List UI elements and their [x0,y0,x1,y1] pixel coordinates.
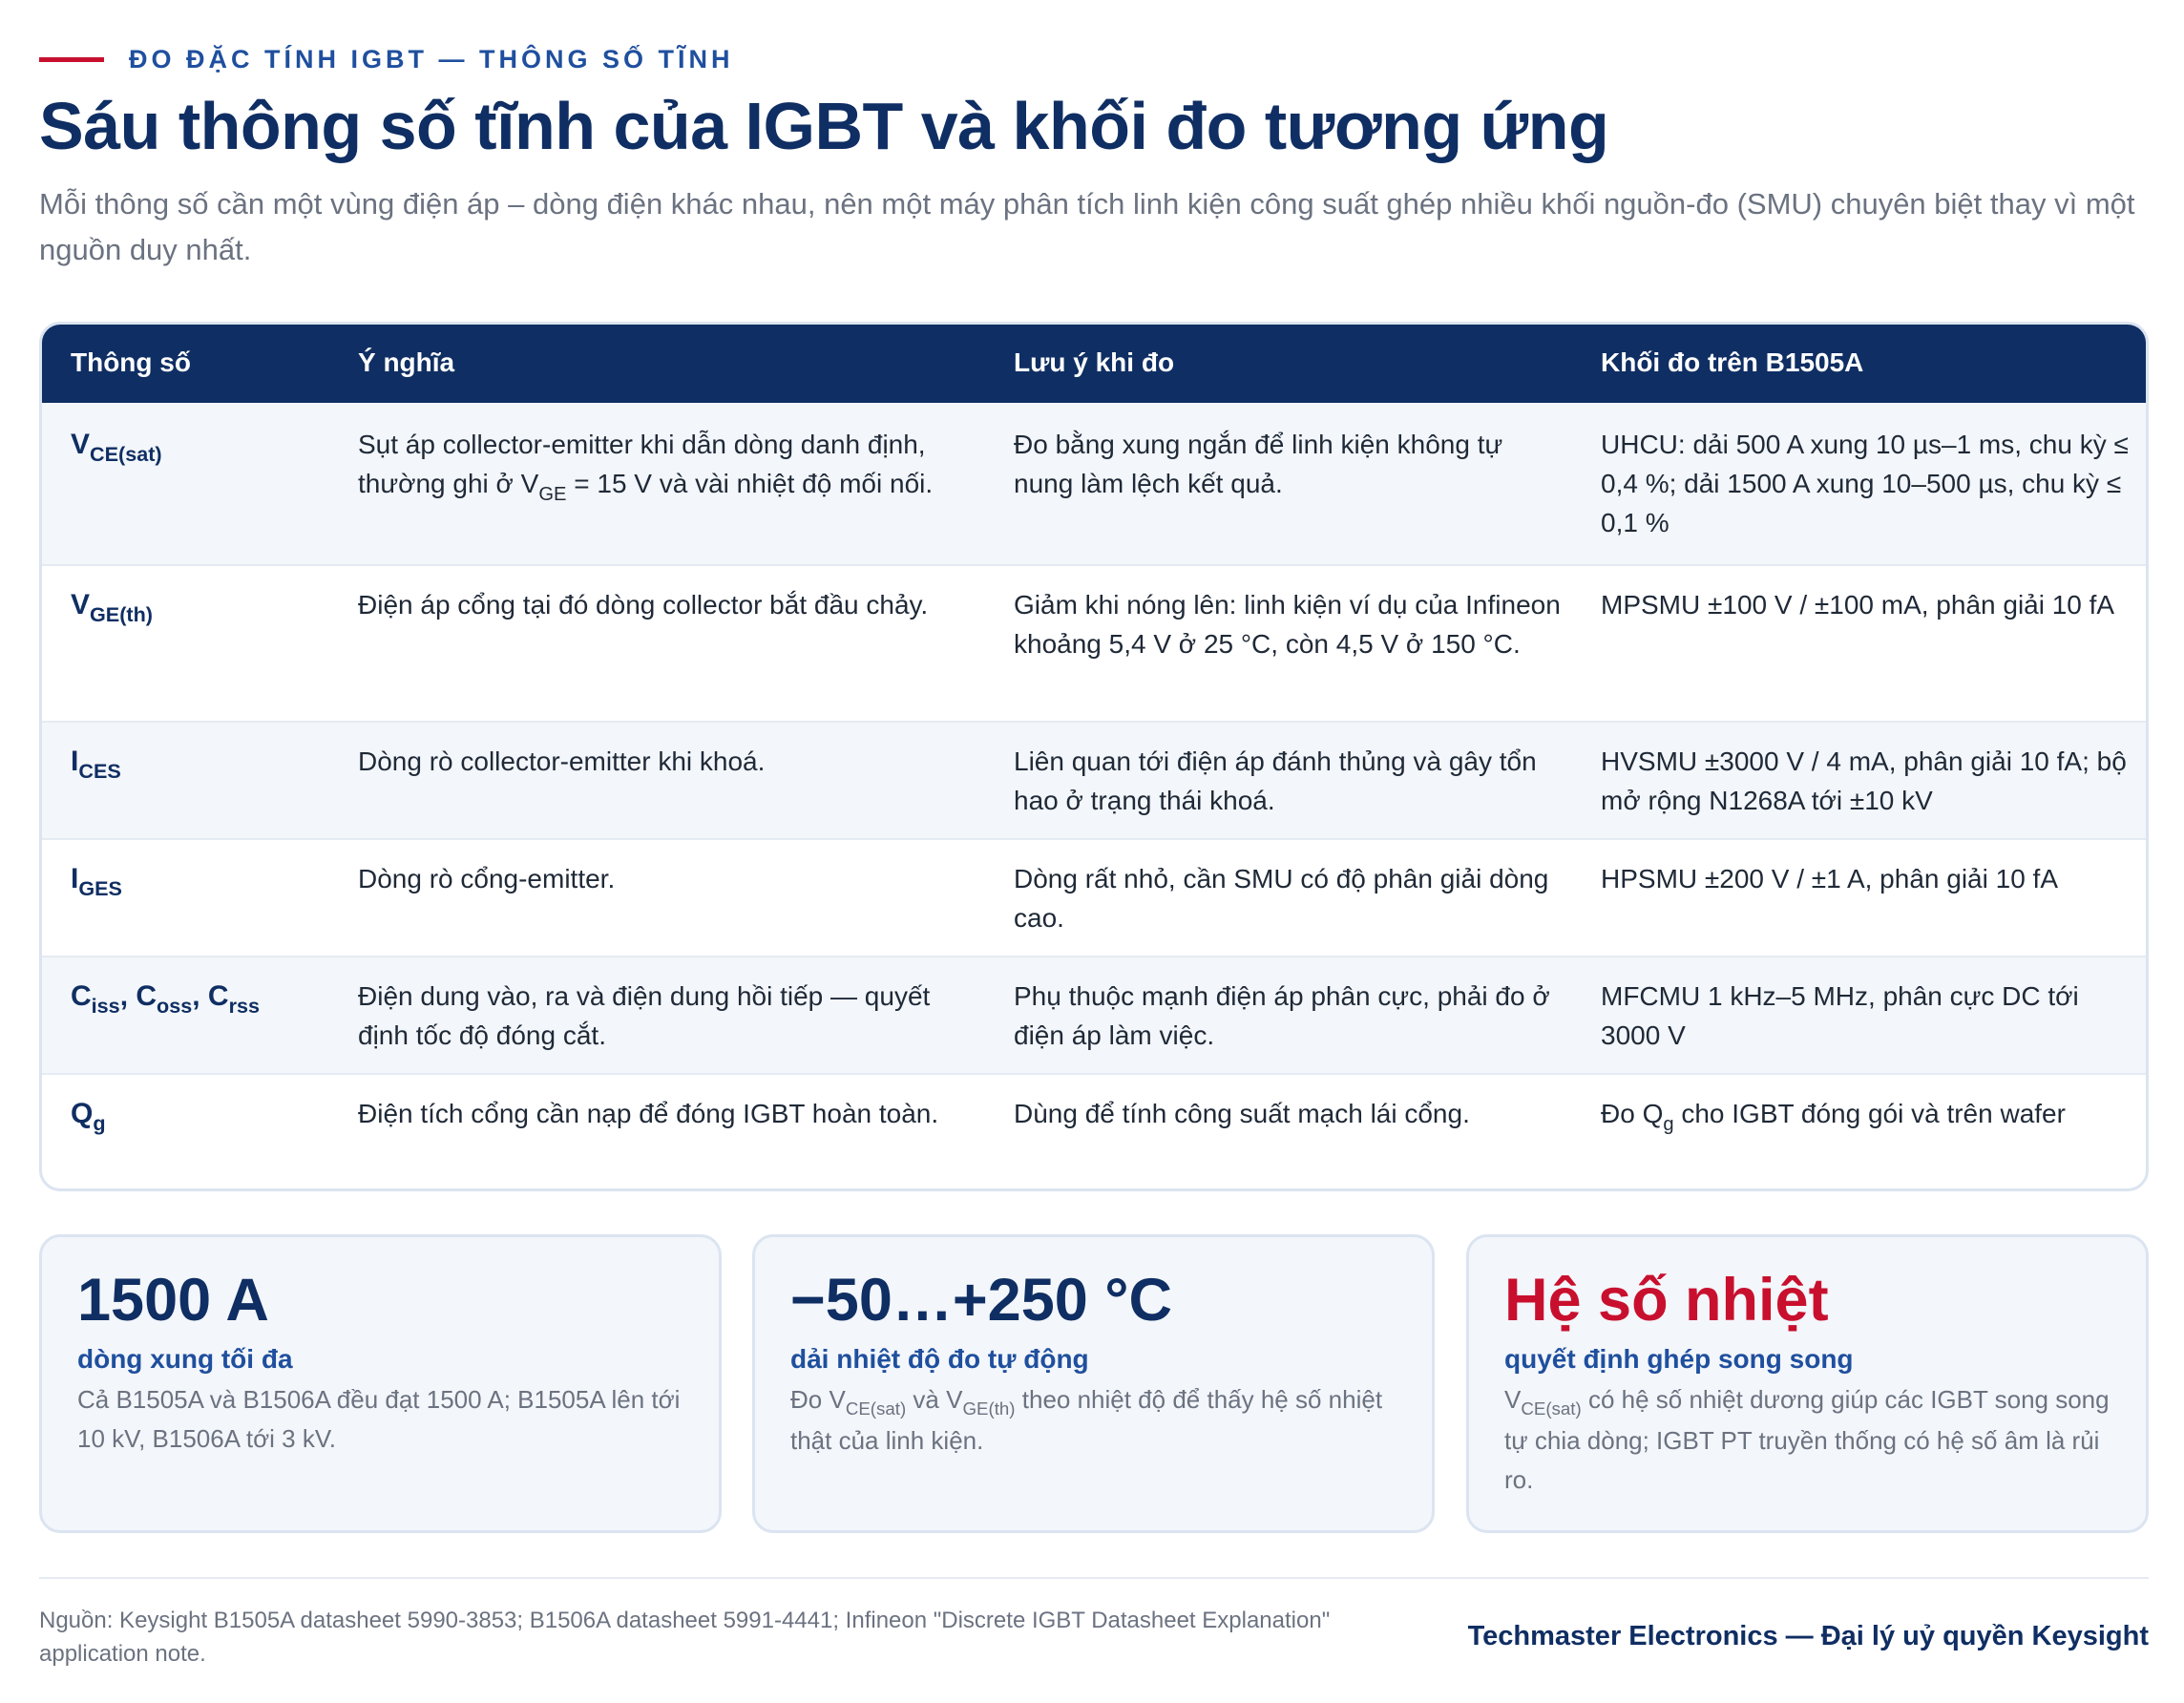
meaning-cell: Dòng rò cổng-emitter. [358,864,616,894]
table-row: VGE(th) Điện áp cổng tại đó dòng collect… [42,566,2146,723]
stat-card-pulse-current: 1500 A dòng xung tối đa Cả B1505A và B15… [39,1234,722,1533]
param-cell: Qg [71,1098,106,1136]
stat-label: dòng xung tối đa [77,1344,293,1374]
unit-cell: HVSMU ±3000 V / 4 mA, phân giải 10 fA; b… [1601,746,2127,815]
header-unit: Khối đo trên B1505A [1601,347,1864,377]
stat-value: −50…+250 °C [790,1267,1172,1334]
unit-cell: MPSMU ±100 V / ±100 mA, phân giải 10 fA [1601,590,2115,620]
note-cell: Dòng rất nhỏ, cần SMU có độ phân giải dò… [1014,864,1549,933]
table-row: VCE(sat) Sụt áp collector-emitter khi dẫ… [42,403,2146,566]
note-cell: Đo bằng xung ngắn để linh kiện không tự … [1014,430,1503,498]
header-parameter: Thông số [71,347,191,377]
page-subtitle: Mỗi thông số cần một vùng điện áp – dòng… [39,187,2135,266]
meaning-cell: Điện tích cổng cần nạp để đóng IGBT hoàn… [358,1099,939,1128]
table-row: IGES Dòng rò cổng-emitter. Dòng rất nhỏ,… [42,840,2146,957]
meaning-cell: Điện dung vào, ra và điện dung hồi tiếp … [358,981,931,1050]
param-cell: ICES [71,746,121,784]
unit-cell: UHCU: dải 500 A xung 10 µs–1 ms, chu kỳ … [1601,430,2129,537]
stat-value: 1500 A [77,1267,269,1334]
footer-divider [39,1577,2149,1579]
stat-card-temperature-range: −50…+250 °C dải nhiệt độ đo tự động Đo V… [752,1234,1435,1533]
note-cell: Dùng để tính công suất mạch lái cổng. [1014,1099,1470,1128]
brand-credit: Techmaster Electronics — Đại lý uỷ quyền… [1467,1621,2149,1651]
table-row: Qg Điện tích cổng cần nạp để đóng IGBT h… [42,1075,2146,1188]
page: ĐO ĐẶC TÍNH IGBT — THÔNG SỐ TĨNH Sáu thô… [39,0,2149,1703]
param-cell: IGES [71,863,122,901]
meaning-cell: Điện áp cổng tại đó dòng collector bắt đ… [358,590,929,620]
unit-cell: MFCMU 1 kHz–5 MHz, phân cực DC tới 3000 … [1601,981,2079,1050]
table-row: ICES Dòng rò collector-emitter khi khoá.… [42,723,2146,840]
kicker: ĐO ĐẶC TÍNH IGBT — THÔNG SỐ TĨNH [39,42,734,76]
header-meaning: Ý nghĩa [358,347,455,377]
note-cell: Giảm khi nóng lên: linh kiện ví dụ của I… [1014,590,1561,659]
note-cell: Liên quan tới điện áp đánh thủng và gây … [1014,746,1537,815]
kicker-accent-line [39,56,104,62]
table-row: Ciss, Coss, Crss Điện dung vào, ra và đi… [42,957,2146,1075]
unit-cell: Đo Qg cho IGBT đóng gói và trên wafer [1601,1099,2066,1135]
kicker-text: ĐO ĐẶC TÍNH IGBT — THÔNG SỐ TĨNH [129,44,734,74]
note-cell: Phụ thuộc mạnh điện áp phân cực, phải đo… [1014,981,1550,1050]
parameters-table: Thông số Ý nghĩa Lưu ý khi đo Khối đo tr… [39,322,2149,1191]
param-cell: VGE(th) [71,589,153,627]
stat-description: Đo VCE(sat) và VGE(th) theo nhiệt độ để … [790,1385,1383,1455]
stat-description: VCE(sat) có hệ số nhiệt dương giúp các I… [1504,1385,2110,1494]
stat-card-temperature-coefficient: Hệ số nhiệt quyết định ghép song song VC… [1466,1234,2149,1533]
source-note: Nguồn: Keysight B1505A datasheet 5990-38… [39,1608,1331,1667]
stat-label: dải nhiệt độ đo tự động [790,1344,1089,1374]
header-note: Lưu ý khi đo [1014,347,1175,377]
stat-value: Hệ số nhiệt [1504,1267,1829,1334]
page-title: Sáu thông số tĩnh của IGBT và khối đo tư… [39,89,1609,163]
stat-label: quyết định ghép song song [1504,1344,1854,1374]
meaning-cell: Sụt áp collector-emitter khi dẫn dòng da… [358,430,934,505]
stat-description: Cả B1505A và B1506A đều đạt 1500 A; B150… [77,1385,681,1453]
param-cell: VCE(sat) [71,429,162,467]
meaning-cell: Dòng rò collector-emitter khi khoá. [358,746,766,776]
unit-cell: HPSMU ±200 V / ±1 A, phân giải 10 fA [1601,864,2058,894]
table-header: Thông số Ý nghĩa Lưu ý khi đo Khối đo tr… [42,325,2146,403]
param-cell: Ciss, Coss, Crss [71,980,261,1019]
